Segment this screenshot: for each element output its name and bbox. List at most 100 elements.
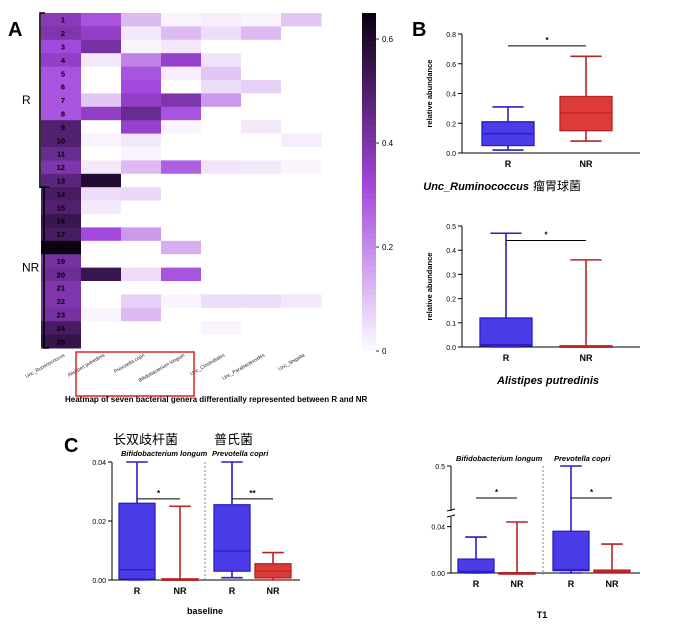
species-cn-prevotella: 普氏菌: [214, 432, 253, 447]
colorbar-segment-3: [362, 24, 376, 31]
box-2-body: [559, 95, 613, 132]
heatmap-cell-r8-c1: [41, 106, 82, 121]
heatmap-row-label-19: 19: [57, 257, 65, 266]
significance-label-2: *: [590, 488, 594, 497]
heatmap-cell-r17-c7: [281, 227, 322, 242]
heatmap-cell-r13-c7: [281, 173, 322, 188]
significance-label-1: *: [545, 36, 549, 45]
axis-break-gap: [447, 511, 455, 517]
y-tick-label-3: 0.5: [435, 464, 445, 471]
colorbar-segment-38: [362, 221, 376, 228]
heatmap-cell-r24-c5: [201, 321, 242, 336]
heatmap-cell-r25-c4: [161, 334, 202, 349]
heatmap-cell-r14-c1: [41, 187, 82, 202]
colorbar-segment-42: [362, 243, 376, 251]
heatmap: 1234567891011121314151617181920212223242…: [22, 12, 322, 397]
heatmap-cell-r16-c3: [121, 214, 162, 228]
heatmap-colorbar: 0.6 0.4 0.2 0: [362, 13, 394, 356]
heatmap-row-label-4: 4: [61, 56, 66, 65]
heatmap-cell-r18-c7: [281, 240, 322, 255]
heatmap-cell-r25-c1: [41, 334, 82, 349]
heatmap-cell-r4-c6: [241, 53, 282, 68]
heatmap-cell-r4-c7: [281, 53, 322, 68]
heatmap-cell-r13-c3: [121, 173, 162, 188]
heatmap-cell-r17-c1: [41, 227, 82, 242]
colorbar-segment-43: [362, 249, 376, 256]
heatmap-cell-r3-c2: [81, 39, 122, 54]
heatmap-cell-r6-c6: [241, 80, 282, 94]
significance-label-2: **: [249, 489, 256, 498]
heatmap-row-label-24: 24: [57, 324, 66, 333]
x-tick-label-2: NR: [174, 586, 187, 596]
heatmap-cell-r17-c6: [241, 227, 282, 242]
x-tick-label-1: R: [505, 159, 512, 169]
heatmap-row-label-25: 25: [57, 337, 65, 346]
heatmap-cell-r5-c5: [201, 66, 242, 81]
heatmap-cell-r25-c3: [121, 334, 162, 349]
heatmap-cell-r12-c7: [281, 160, 322, 175]
heatmap-cell-r10-c2: [81, 133, 122, 148]
heatmap-cell-r3-c4: [161, 39, 202, 54]
heatmap-cell-r1-c5: [201, 13, 242, 27]
heatmap-cell-r7-c1: [41, 93, 82, 108]
heatmap-cell-r3-c1: [41, 39, 82, 54]
box-1-body: [118, 502, 156, 580]
heatmap-cell-r3-c3: [121, 39, 162, 54]
heatmap-cell-r5-c6: [241, 66, 282, 81]
caption-ruminococcus-cn: 瘤胃球菌: [533, 178, 581, 193]
heatmap-cell-r13-c2: [81, 173, 122, 188]
colorbar-segment-55: [362, 317, 376, 324]
colorbar-segment-11: [362, 69, 376, 76]
heatmap-cell-r18-c4: [161, 240, 202, 255]
heatmap-cell-r10-c4: [161, 133, 202, 148]
colorbar-segment-34: [362, 198, 376, 206]
heatmap-cell-r18-c1: [41, 240, 82, 255]
colorbar-segment-31: [362, 182, 376, 189]
heatmap-cell-r16-c1: [41, 214, 82, 228]
heatmap-highlight-box: [75, 351, 195, 397]
heatmap-cell-r1-c2: [81, 13, 122, 27]
axis-break-mark-top: [446, 508, 456, 512]
heatmap-cell-r25-c5: [201, 334, 242, 349]
heatmap-col-label-5: Unc_Clostridiales: [189, 352, 226, 377]
heatmap-cell-r18-c2: [81, 240, 122, 255]
heatmap-cell-r5-c7: [281, 66, 322, 81]
heatmap-cell-r6-c3: [121, 80, 162, 94]
y-tick-label-6: 0.5: [446, 224, 456, 231]
heatmap-cell-r20-c2: [81, 267, 122, 282]
heatmap-row-label-12: 12: [57, 163, 65, 172]
heatmap-cell-r22-c4: [161, 294, 202, 309]
significance-label-1: *: [544, 231, 548, 240]
heatmap-cell-r17-c4: [161, 227, 202, 242]
heatmap-cell-r7-c2: [81, 93, 122, 108]
heatmap-cell-r10-c5: [201, 133, 242, 148]
panel-label-c: C: [64, 435, 78, 457]
heatmap-cell-r4-c5: [201, 53, 242, 68]
colorbar-segment-14: [362, 86, 376, 93]
heatmap-cell-r12-c1: [41, 160, 82, 175]
y-tick-label-1: 0.0: [446, 345, 456, 352]
heatmap-cell-r4-c4: [161, 53, 202, 68]
colorbar-segment-44: [362, 255, 376, 262]
heatmap-cell-r11-c6: [241, 147, 282, 161]
heatmap-row-label-23: 23: [57, 311, 65, 320]
heatmap-cell-r15-c7: [281, 200, 322, 215]
heatmap-cell-r22-c1: [41, 294, 82, 309]
caption-baseline: baseline: [187, 606, 223, 616]
y-tick-label-2: 0.2: [446, 121, 456, 128]
heatmap-row-label-20: 20: [57, 270, 65, 279]
colorbar-segment-45: [362, 260, 376, 268]
heatmap-row-label-3: 3: [61, 43, 65, 52]
y-tick-label-1: 0.0: [446, 151, 456, 158]
colorbar-segment-54: [362, 311, 376, 318]
heatmap-cell-r25-c2: [81, 334, 122, 349]
heatmap-cell-r1-c4: [161, 13, 202, 27]
heatmap-cell-r8-c3: [121, 106, 162, 121]
colorbar-segment-29: [362, 170, 376, 177]
heatmap-cell-r4-c2: [81, 53, 122, 68]
heatmap-row-label-22: 22: [57, 297, 65, 306]
heatmap-cell-r2-c4: [161, 26, 202, 41]
colorbar-segment-46: [362, 266, 376, 273]
heatmap-cell-r22-c2: [81, 294, 122, 309]
heatmap-cell-r19-c1: [41, 254, 82, 269]
